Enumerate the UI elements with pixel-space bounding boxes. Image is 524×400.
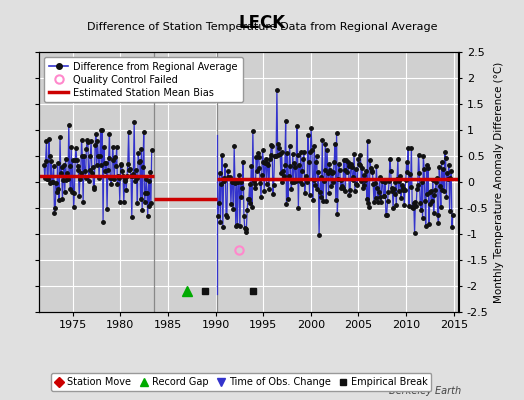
Text: Berkeley Earth: Berkeley Earth <box>389 386 461 396</box>
Legend: Station Move, Record Gap, Time of Obs. Change, Empirical Break: Station Move, Record Gap, Time of Obs. C… <box>51 373 431 391</box>
Legend: Difference from Regional Average, Quality Control Failed, Estimated Station Mean: Difference from Regional Average, Qualit… <box>44 57 243 102</box>
Text: LECK: LECK <box>238 14 286 32</box>
Text: Difference of Station Temperature Data from Regional Average: Difference of Station Temperature Data f… <box>87 22 437 32</box>
Y-axis label: Monthly Temperature Anomaly Difference (°C): Monthly Temperature Anomaly Difference (… <box>494 61 504 303</box>
